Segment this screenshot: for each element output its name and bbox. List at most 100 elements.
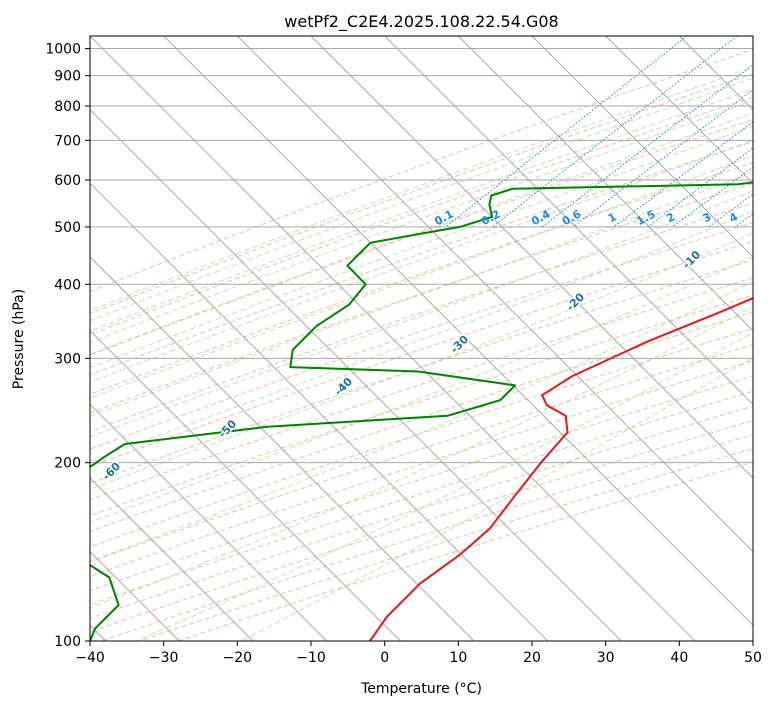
dry-adiabat-line: [90, 182, 753, 414]
isotherm-line: [163, 36, 753, 627]
y-tick-label: 700: [54, 133, 81, 149]
x-tick-label: 30: [597, 650, 615, 666]
isotherm-line: [752, 36, 753, 37]
moist-adiabat-line: [90, 100, 753, 344]
isotherm-line: [90, 108, 622, 641]
dry-adiabat-line: [90, 141, 753, 376]
isotherm-line: [90, 329, 401, 641]
y-tick-label: 500: [54, 220, 81, 236]
dry-adiabat-line: [90, 375, 753, 592]
y-tick-label: 900: [54, 69, 81, 85]
moist-adiabat-line: [90, 88, 753, 332]
isotherm-line: [90, 256, 475, 641]
mixing-ratio-label: 0.4: [529, 207, 553, 228]
mixing-ratio-line: [572, 89, 753, 228]
x-tick-label: −40: [75, 650, 105, 666]
mixing-ratio-line: [613, 121, 753, 228]
chart-title: wetPf2_C2E4.2025.108.22.54.G08: [284, 12, 558, 32]
isotherm-line: [90, 477, 254, 641]
dry-adiabat-line: [90, 277, 753, 501]
y-tick-label: 1000: [45, 42, 81, 58]
y-axis-label: Pressure (hPa): [11, 289, 27, 389]
dry-adiabat-line: [90, 162, 753, 395]
x-tick-label: 0: [380, 650, 389, 666]
dry-adiabat-line: [90, 360, 753, 577]
mixing-ratio-label: 1: [606, 210, 619, 225]
mixing-ratio-line: [492, 36, 738, 228]
moist-adiabat-line: [90, 112, 753, 356]
moist-adiabat-line: [90, 139, 753, 383]
isotherm-label: -30: [448, 333, 471, 356]
dry-adiabat-line: [90, 49, 753, 292]
moist-adiabat-line: [90, 280, 753, 563]
moist-adiabat-line: [90, 256, 753, 523]
dry-adiabat-line: [90, 73, 753, 314]
moist-adiabat-line: [90, 77, 753, 322]
x-axis-label: Temperature (°C): [360, 681, 482, 697]
moist-adiabat-line: [135, 332, 753, 641]
x-tick-label: 50: [744, 650, 762, 666]
x-tick-label: −10: [296, 650, 326, 666]
moist-adiabat-line: [241, 357, 753, 641]
isotherm-line: [531, 36, 753, 258]
x-tick-label: −30: [149, 650, 179, 666]
dry-adiabat-line: [90, 311, 753, 532]
moist-adiabat-line: [90, 155, 753, 399]
mixing-ratio-line: [445, 36, 688, 228]
isotherm-line: [90, 36, 696, 641]
isotherm-line: [678, 36, 753, 111]
y-tick-label: 300: [54, 351, 81, 367]
dry-adiabat-line: [177, 461, 753, 641]
dry-adiabat-line: [90, 222, 753, 450]
dry-adiabat-line: [90, 344, 753, 563]
moist-adiabat-line: [90, 306, 753, 609]
moist-adiabat-line: [90, 171, 753, 417]
isotherm-line: [384, 36, 753, 406]
dewpoint-profile-line: [90, 181, 753, 641]
y-tick-label: 600: [54, 173, 81, 189]
y-tick-label: 800: [54, 99, 81, 115]
dry-adiabat-line: [90, 119, 753, 356]
moist-adiabat-line: [90, 125, 753, 369]
mixing-ratio-line: [672, 166, 753, 228]
dry-adiabat-line: [90, 294, 753, 517]
isotherm-line: [310, 36, 753, 479]
x-tick-label: 20: [523, 650, 541, 666]
dry-adiabat-line: [90, 259, 753, 484]
mixing-ratio-label: 1.5: [634, 208, 657, 229]
y-tick-label: 400: [54, 277, 81, 293]
x-tick-label: −20: [223, 650, 253, 666]
mixing-ratio-label: 3: [701, 210, 714, 225]
mixing-ratio-label: 0.1: [432, 207, 455, 228]
mixing-ratio-line: [542, 64, 753, 228]
isotherm-line: [90, 403, 328, 641]
dry-adiabat-line: [90, 96, 753, 336]
y-tick-label: 100: [54, 634, 81, 650]
dry-adiabat-line: [101, 434, 753, 641]
dry-adiabat-line: [90, 390, 753, 606]
plot-frame: [89, 35, 754, 642]
isotherm-label: -10: [680, 248, 703, 271]
dry-adiabat-line: [90, 202, 753, 432]
moist-adiabat-line: [90, 210, 753, 462]
isotherm-label: -40: [332, 375, 355, 398]
mixing-ratio-label: 0.6: [560, 207, 584, 228]
isotherm-line: [236, 36, 753, 553]
moist-adiabat-line: [90, 232, 753, 490]
isotherm-line: [605, 36, 753, 185]
mixing-ratio-label: 2: [664, 210, 677, 225]
isotherm-line: [457, 36, 753, 332]
mixing-ratio-label: 4: [727, 210, 740, 225]
mixing-ratio-line: [734, 213, 753, 228]
x-tick-label: 10: [449, 650, 467, 666]
y-tick-label: 200: [54, 456, 81, 472]
isotherm-label: -50: [216, 417, 239, 440]
dry-adiabat-line: [90, 240, 753, 468]
moist-adiabat-line: [90, 66, 753, 312]
moist-adiabat-line: [90, 190, 753, 438]
x-tick-label: 40: [670, 650, 688, 666]
isotherm-line: [90, 182, 549, 641]
dry-adiabat-line: [90, 328, 753, 548]
dry-adiabat-line: [139, 448, 753, 641]
